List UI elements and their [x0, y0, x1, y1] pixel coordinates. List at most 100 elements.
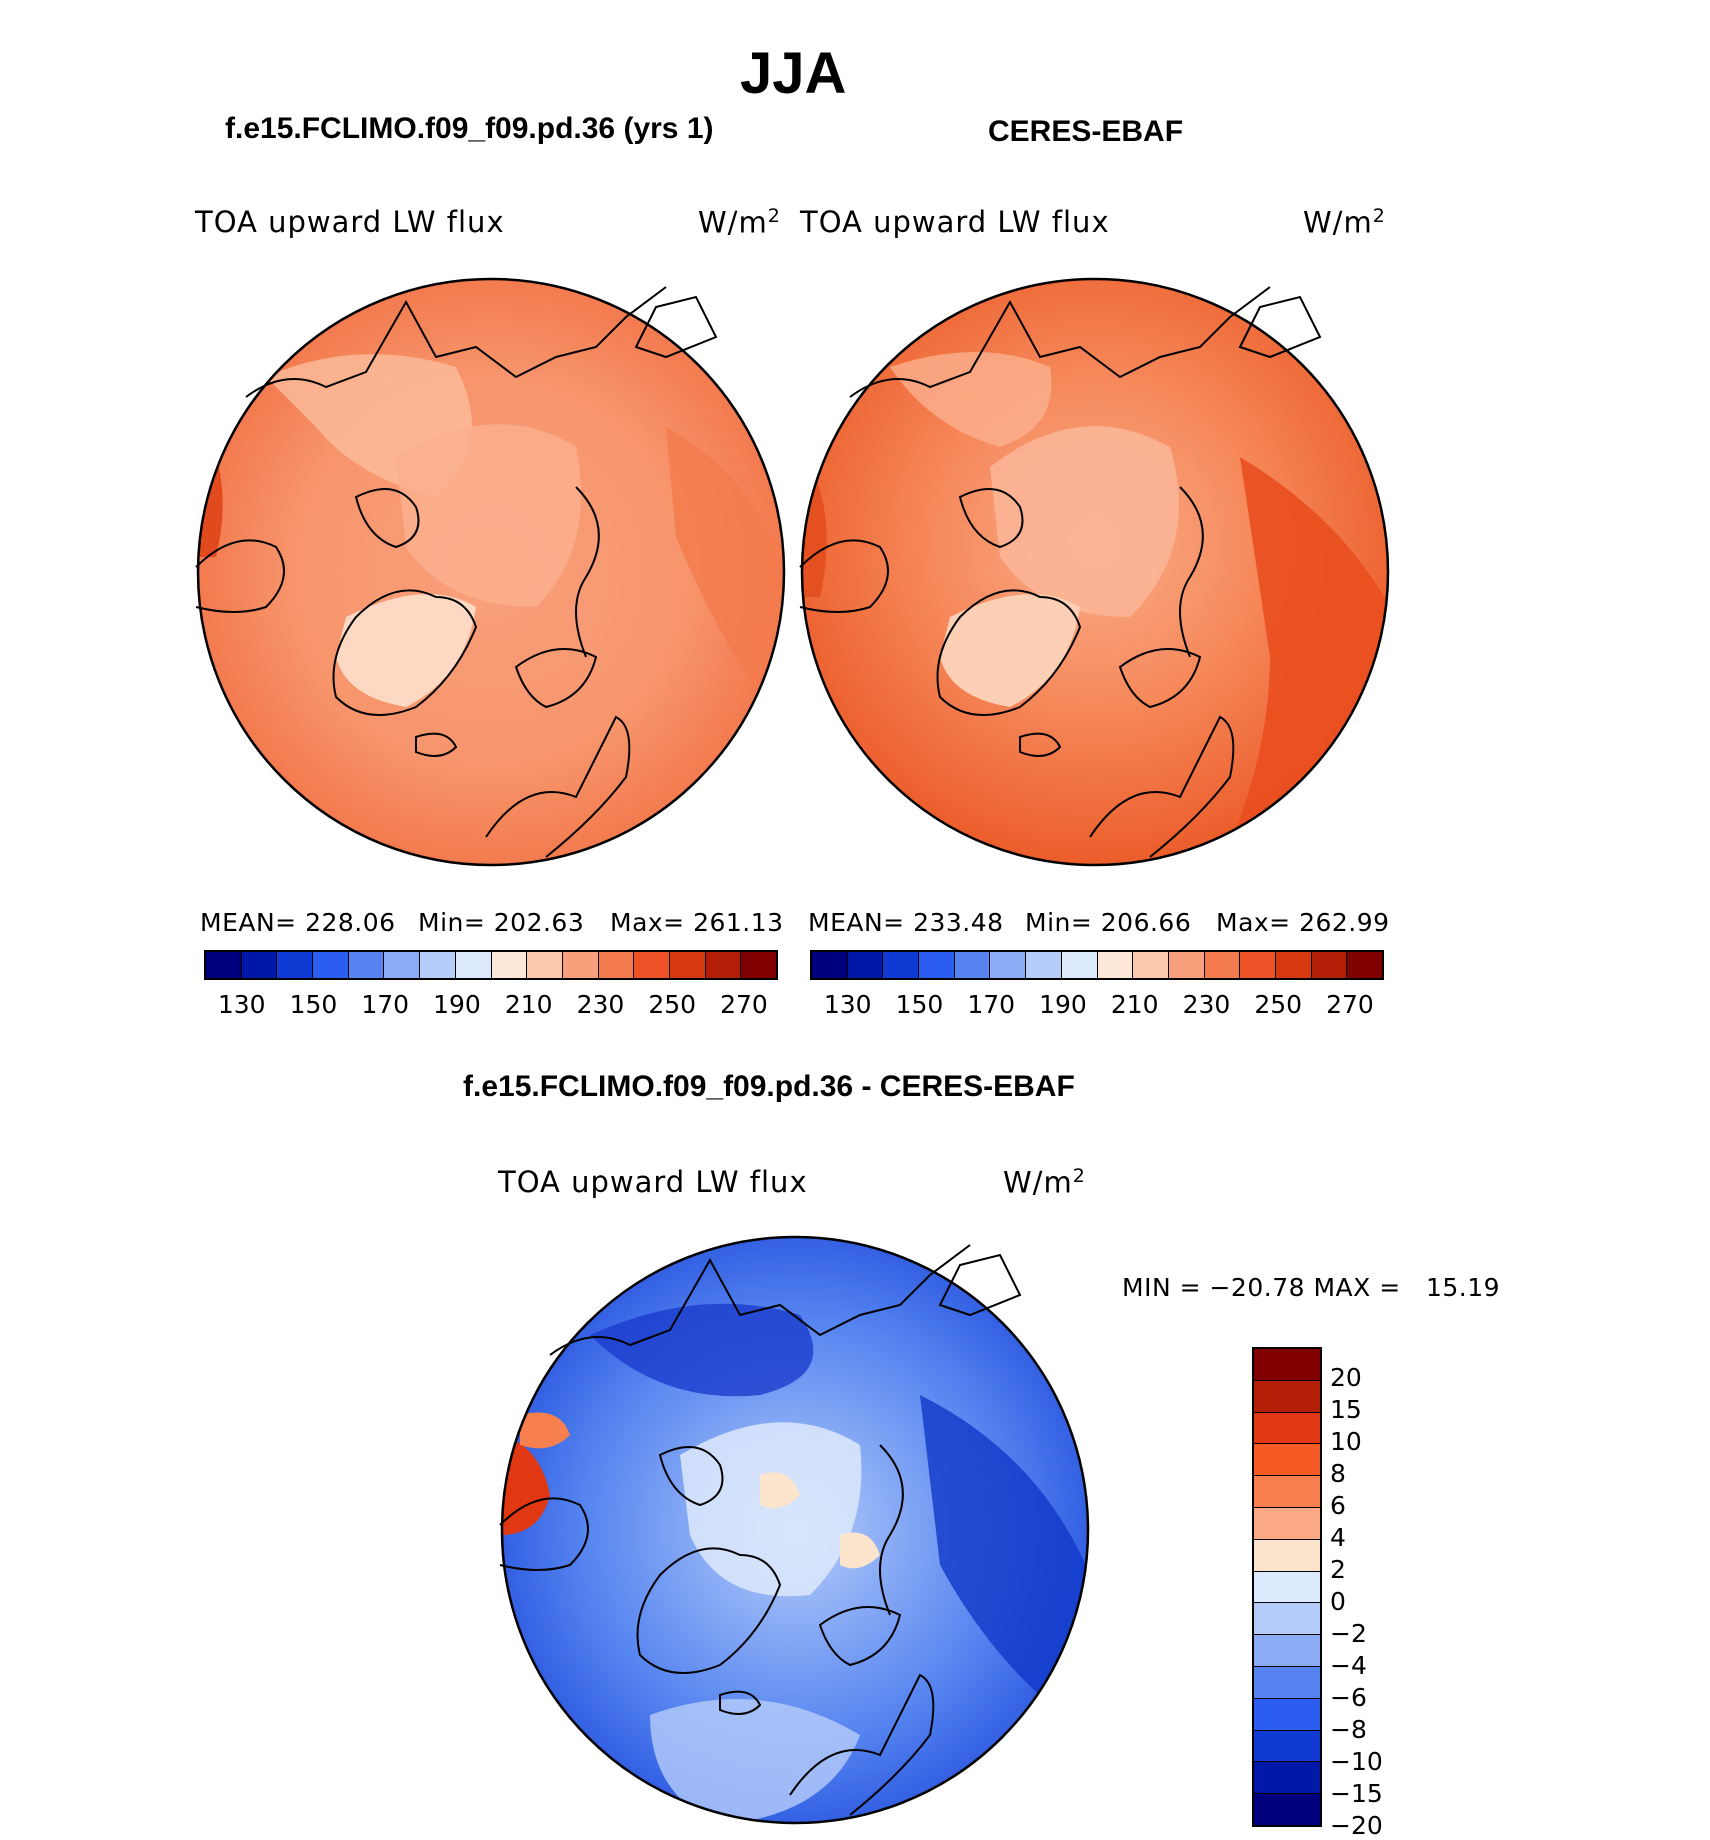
colorbar-tick-label: 190	[1039, 990, 1087, 1019]
left-warm-right	[666, 427, 784, 727]
colorbar-swatch	[1254, 1794, 1320, 1825]
colorbar-tick-label: 10	[1330, 1427, 1362, 1456]
left-min-stat: Min= 202.63	[418, 908, 585, 937]
colorbar-tick-label: 230	[1182, 990, 1231, 1019]
colorbar-tick-label: 0	[1330, 1587, 1346, 1616]
colorbar-swatch	[1254, 1444, 1320, 1477]
colorbar-tick-label: 20	[1330, 1363, 1362, 1392]
colorbar-swatch	[1347, 952, 1382, 978]
colorbar-swatch	[420, 952, 456, 978]
colorbar-swatch	[1061, 952, 1098, 978]
left-arctic-center	[396, 424, 581, 607]
colorbar-swatch	[1254, 1635, 1320, 1667]
colorbar-swatch	[1254, 1539, 1320, 1572]
colorbar-tick-label: 250	[1254, 990, 1303, 1019]
colorbar-swatch	[598, 952, 635, 978]
left-case-title: f.e15.FCLIMO.f09_f09.pd.36 (yrs 1)	[225, 112, 714, 145]
colorbar-swatch	[812, 952, 848, 978]
left-mean-stat: MEAN= 228.06	[200, 908, 396, 937]
colorbar-swatch	[1254, 1507, 1320, 1540]
colorbar-tick-label: 8	[1330, 1459, 1346, 1488]
left-polar-map	[195, 277, 786, 867]
right-pale-top	[890, 352, 1052, 447]
left-greenland-pale	[336, 594, 476, 707]
colorbar-tick-label: 130	[823, 990, 872, 1019]
colorbar-swatch	[277, 952, 314, 978]
colorbar-swatch	[1311, 952, 1348, 978]
colorbar-swatch	[1254, 1666, 1320, 1699]
colorbar-tick-label: 130	[217, 990, 266, 1019]
colorbar-swatch	[1133, 952, 1169, 978]
colorbar-tick-label: 190	[433, 990, 481, 1019]
colorbar-swatch	[384, 952, 421, 978]
colorbar-tick-label: −2	[1330, 1619, 1367, 1648]
right-arctic-center	[990, 426, 1179, 617]
colorbar-swatch	[634, 952, 670, 978]
diff-colorbar	[1252, 1347, 1322, 1827]
colorbar-tick-label: 150	[895, 990, 944, 1019]
colorbar-swatch	[1168, 952, 1205, 978]
diff-warm-left	[502, 1435, 550, 1535]
diff-light-center	[680, 1422, 862, 1597]
colorbar-swatch	[1254, 1349, 1320, 1381]
diff-title: f.e15.FCLIMO.f09_f09.pd.36 - CERES-EBAF	[463, 1070, 1075, 1103]
left-units-label: W/m2	[698, 205, 781, 240]
right-mean-stat: MEAN= 233.48	[808, 908, 1004, 937]
colorbar-swatch	[1254, 1412, 1320, 1445]
colorbar-tick-label: 270	[720, 990, 768, 1019]
colorbar-swatch	[669, 952, 706, 978]
colorbar-swatch	[1097, 952, 1134, 978]
diff-variable-label: TOA upward LW flux	[498, 1165, 808, 1199]
colorbar-swatch	[241, 952, 278, 978]
colorbar-tick-label: 170	[361, 990, 410, 1019]
colorbar-swatch	[455, 952, 492, 978]
season-title: JJA	[740, 41, 847, 106]
colorbar-swatch	[1254, 1571, 1320, 1604]
colorbar-tick-label: 170	[967, 990, 1016, 1019]
colorbar-swatch	[990, 952, 1027, 978]
colorbar-swatch	[491, 952, 528, 978]
colorbar-tick-label: −15	[1330, 1779, 1383, 1808]
colorbar-tick-label: −20	[1330, 1811, 1383, 1840]
colorbar-swatch	[1275, 952, 1312, 978]
diff-warm-left-2	[520, 1412, 570, 1449]
colorbar-tick-label: 230	[576, 990, 625, 1019]
colorbar-swatch	[1254, 1603, 1320, 1636]
right-units-label: W/m2	[1303, 205, 1386, 240]
colorbar-tick-label: 15	[1330, 1395, 1362, 1424]
colorbar-tick-label: −4	[1330, 1651, 1367, 1680]
colorbar-swatch	[919, 952, 955, 978]
colorbar-swatch	[313, 952, 349, 978]
colorbar-swatch	[1254, 1730, 1320, 1763]
colorbar-tick-label: −8	[1330, 1715, 1367, 1744]
diff-units-label: W/m2	[1003, 1165, 1086, 1200]
colorbar-swatch	[1254, 1698, 1320, 1731]
right-polar-map	[799, 277, 1390, 867]
colorbar-swatch	[1026, 952, 1062, 978]
colorbar-tick-label: 4	[1330, 1523, 1346, 1552]
diff-neutral-patches	[760, 1472, 880, 1569]
right-coastlines	[799, 286, 1322, 858]
colorbar-tick-label: 250	[648, 990, 697, 1019]
colorbar-tick-label: 270	[1326, 990, 1374, 1019]
colorbar-swatch	[1254, 1380, 1320, 1413]
colorbar-tick-label: 210	[504, 990, 553, 1019]
colorbar-swatch	[1254, 1476, 1320, 1508]
right-variable-label: TOA upward LW flux	[800, 205, 1110, 239]
colorbar-swatch	[1254, 1762, 1320, 1795]
colorbar-swatch	[847, 952, 884, 978]
left-colorbar	[204, 950, 778, 980]
right-greenland-pale	[940, 594, 1080, 707]
colorbar-tick-label: −6	[1330, 1683, 1367, 1712]
colorbar-swatch	[1240, 952, 1276, 978]
colorbar-swatch	[348, 952, 385, 978]
colorbar-tick-label: 210	[1110, 990, 1159, 1019]
diff-dark-blue-right	[920, 1395, 1088, 1735]
right-min-stat: Min= 206.66	[1025, 908, 1192, 937]
diff-light-bottom	[650, 1699, 860, 1823]
colorbar-swatch	[883, 952, 920, 978]
colorbar-tick-label: 150	[289, 990, 338, 1019]
colorbar-swatch	[705, 952, 742, 978]
diff-coastlines	[499, 1244, 1022, 1816]
left-variable-label: TOA upward LW flux	[195, 205, 505, 239]
